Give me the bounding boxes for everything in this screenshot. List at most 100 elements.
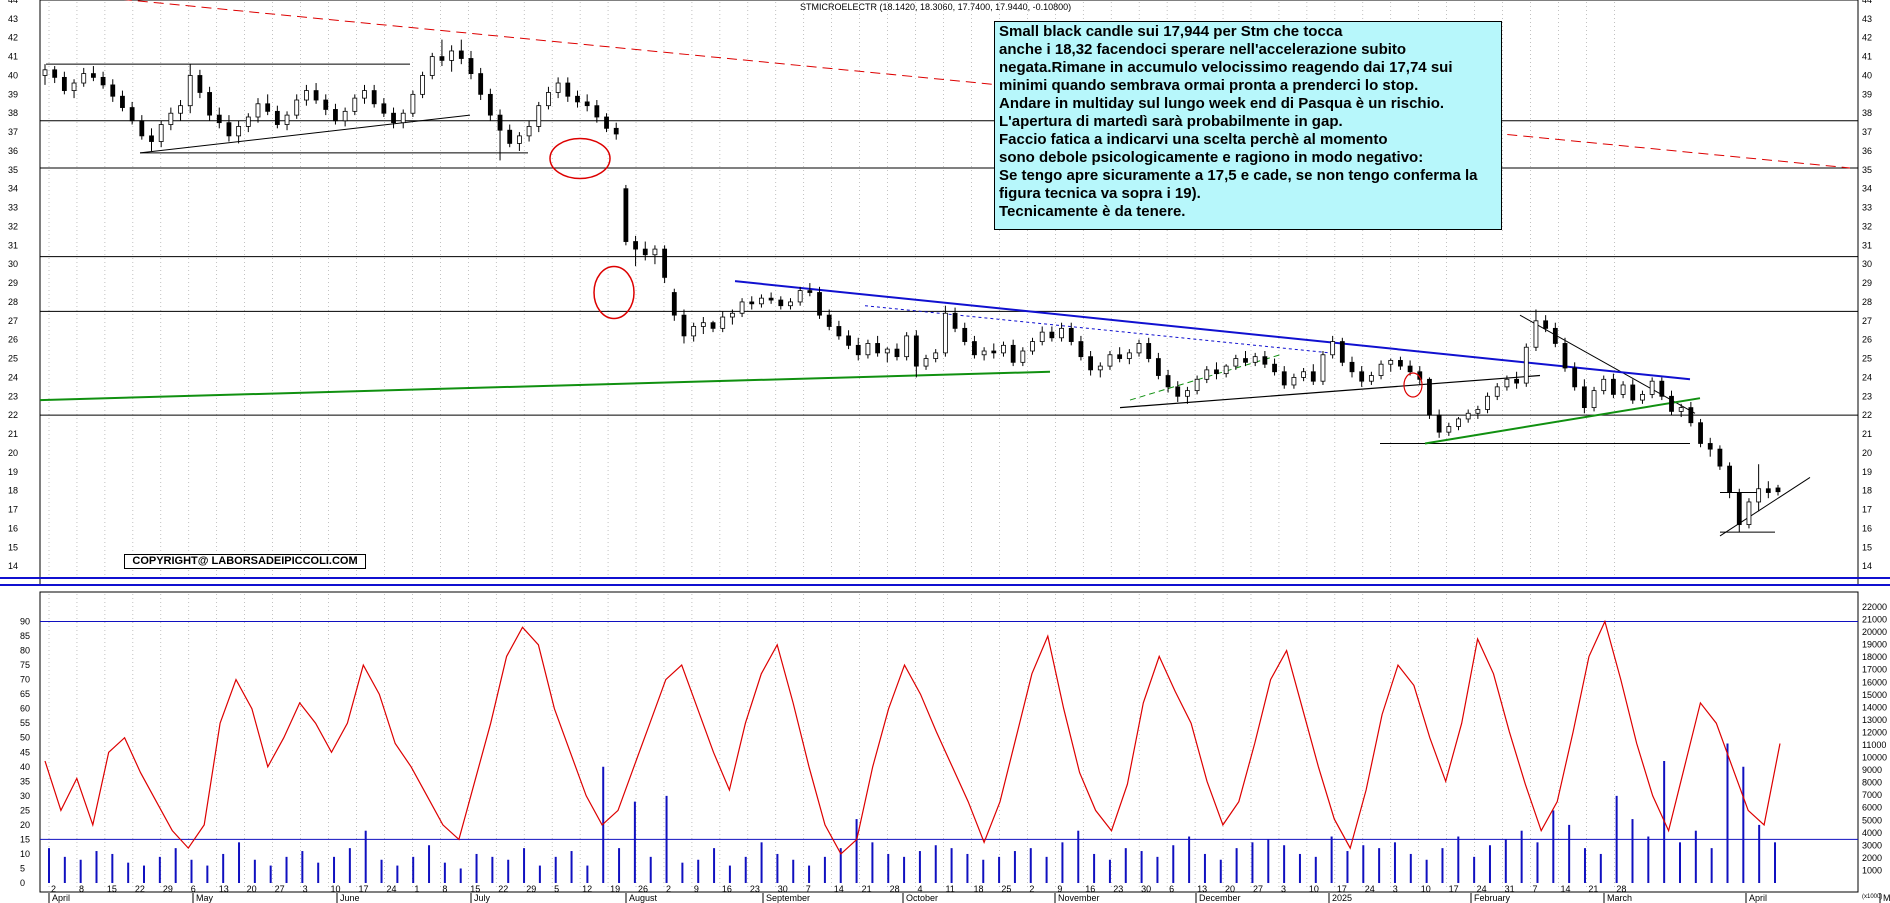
candle-body (1620, 384, 1626, 395)
price-tick-label-right: 35 (1862, 165, 1872, 175)
chart-header: STMICROELECTR (18.1420, 18.3060, 17.7400… (800, 2, 1072, 12)
candle-body (139, 120, 145, 137)
volume-tick-label: 22000 (1862, 602, 1887, 612)
x-month-label: May (196, 893, 214, 903)
candle-body (565, 82, 571, 97)
candle-body (333, 109, 338, 122)
price-tick-label-left: 16 (8, 523, 18, 533)
price-tick-label-right: 42 (1862, 33, 1872, 43)
price-tick-label-right: 19 (1862, 467, 1872, 477)
x-day-tick-label: 26 (638, 884, 648, 894)
candle-body (575, 95, 580, 103)
candle-body (836, 326, 842, 337)
indicator-pane-frame (39, 591, 1859, 893)
candle-body (1581, 386, 1587, 409)
x-day-tick-label: 3 (303, 884, 308, 894)
x-day-tick-label: 21 (1588, 884, 1598, 894)
x-day-tick-label: 29 (163, 884, 173, 894)
candle-body (449, 50, 455, 61)
oscillator-tick-label: 15 (20, 834, 30, 844)
candle-body (410, 93, 416, 114)
price-tick-label-left: 44 (8, 0, 18, 5)
price-tick-label-right: 30 (1862, 259, 1872, 269)
x-day-tick-label: 19 (610, 884, 620, 894)
candle-body (1591, 390, 1597, 409)
candle-body (1107, 354, 1113, 367)
candle-body (729, 312, 735, 318)
candle-body (1010, 344, 1016, 363)
price-tick-label-right: 23 (1862, 391, 1872, 401)
candle-body (1669, 395, 1674, 412)
oscillator-tick-label: 85 (20, 631, 30, 641)
candle-body (323, 99, 329, 110)
candle-body (1533, 320, 1539, 348)
candle-body (788, 301, 793, 307)
candle-body (768, 297, 774, 301)
annotation-line: figura tecnica va sopra i 19). (999, 185, 1201, 202)
candle-body (972, 341, 977, 356)
price-tick-label-right: 28 (1862, 297, 1872, 307)
x-day-tick-label: 14 (1560, 884, 1570, 894)
candle-body (1078, 341, 1084, 358)
volume-tick-label: 17000 (1862, 665, 1887, 675)
x-day-tick-label: 13 (1197, 884, 1207, 894)
x-day-tick-label: 20 (247, 884, 257, 894)
x-day-tick-label: 20 (1225, 884, 1235, 894)
x-month-label: July (474, 893, 491, 903)
x-day-tick-label: 3 (1281, 884, 1286, 894)
green-uptrend-line (1424, 397, 1701, 445)
oscillator-tick-label: 75 (20, 660, 30, 670)
candle-body (110, 84, 116, 97)
x-day-tick-label: 14 (834, 884, 844, 894)
candle-body (594, 105, 600, 118)
candle-body (710, 322, 716, 329)
x-month-label: June (340, 893, 360, 903)
candle-body (846, 335, 851, 346)
price-tick-label-right: 31 (1862, 240, 1872, 250)
candle-body (274, 110, 280, 125)
candle-body (429, 56, 435, 76)
price-tick-label-right: 41 (1862, 52, 1872, 62)
x-day-tick-label: 21 (862, 884, 872, 894)
oscillator-series-line (44, 619, 1781, 855)
gap-highlight-circle (1403, 372, 1423, 398)
candle-body (952, 312, 958, 329)
candle-body (1562, 343, 1568, 369)
candle-body (759, 297, 764, 305)
volume-tick-label: 7000 (1862, 790, 1882, 800)
volume-tick-label: 14000 (1862, 702, 1887, 712)
x-day-tick-label: 24 (1365, 884, 1375, 894)
candle-body (1775, 487, 1781, 493)
candle-body (81, 73, 87, 84)
candle-body (371, 90, 377, 105)
annotation-line: sono debole psicologicamente e ragiono i… (999, 149, 1424, 166)
candle-body (1097, 365, 1103, 371)
annotation-line: L'apertura di martedì sarà probabilmente… (999, 113, 1343, 130)
candle-body (245, 116, 251, 127)
candle-body (1456, 418, 1461, 427)
x-day-tick-label: 24 (1477, 884, 1487, 894)
candle-body (362, 90, 367, 99)
oscillator-tick-label: 70 (20, 675, 30, 685)
price-tick-label-left: 42 (8, 33, 18, 43)
x-day-tick-label: 28 (1616, 884, 1626, 894)
candle-body (1136, 343, 1142, 354)
annotation-line: anche i 18,32 facendoci sperare nell'acc… (999, 41, 1407, 58)
analysis-annotation-box: Small black candle sui 17,944 per Stm ch… (994, 21, 1502, 230)
x-month-label: September (766, 893, 810, 903)
price-tick-label-right: 33 (1862, 203, 1872, 213)
x-day-tick-label: 27 (275, 884, 285, 894)
annotation-line: Faccio fatica a indicarvi una scelta per… (999, 131, 1388, 148)
price-tick-label-left: 19 (8, 467, 18, 477)
volume-tick-label: 8000 (1862, 778, 1882, 788)
candle-body (681, 314, 687, 337)
price-tick-label-left: 22 (8, 410, 18, 420)
candle-body (797, 290, 803, 303)
candle-body (1736, 492, 1742, 526)
candle-body (1601, 378, 1607, 392)
candle-body (197, 75, 203, 93)
volume-tick-label: 18000 (1862, 652, 1887, 662)
candle-body (584, 101, 590, 107)
rising-channel-line (1719, 477, 1811, 537)
candle-body (913, 335, 919, 367)
